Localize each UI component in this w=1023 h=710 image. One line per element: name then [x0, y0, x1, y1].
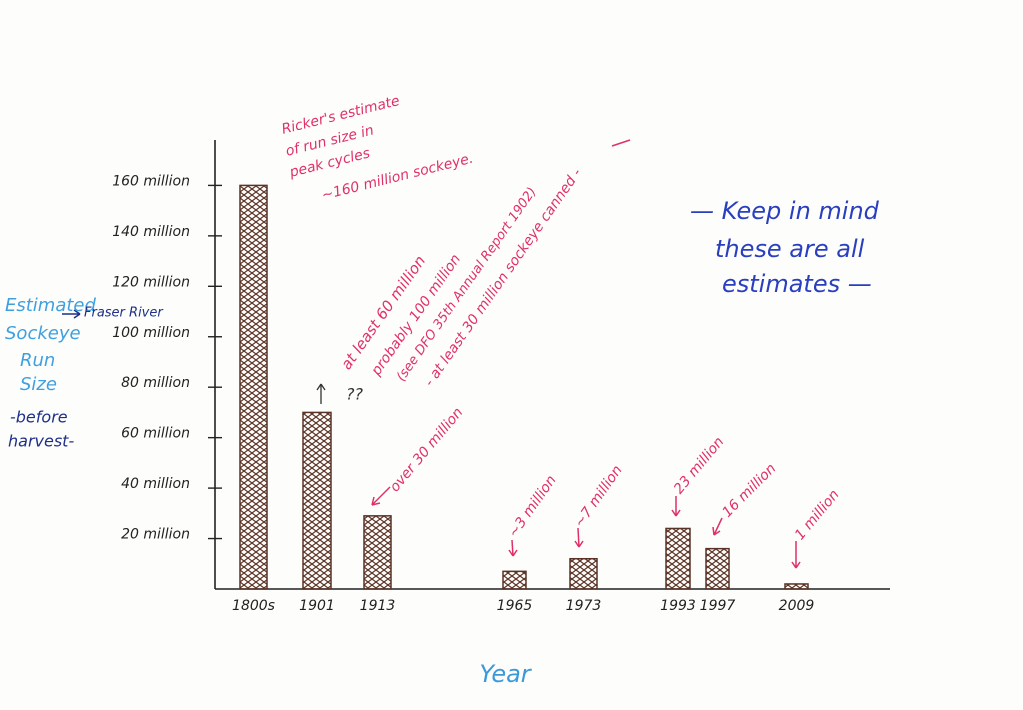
- annotation: 16 million: [719, 461, 779, 521]
- annotation: 23 million: [671, 434, 728, 497]
- y-tick-label: 20 million: [121, 527, 190, 543]
- bar: [665, 527, 691, 590]
- note: estimates —: [722, 270, 872, 298]
- x-tick-label: 1800s: [232, 598, 275, 614]
- y-tick-label: 160 million: [112, 173, 190, 189]
- y-axis-label: Run: [20, 350, 55, 371]
- y-axis-note: -before: [10, 408, 68, 427]
- bar: [569, 557, 598, 590]
- bar: [705, 547, 730, 590]
- y-axis-label: Sockeye: [5, 323, 81, 344]
- annotation: ~7 million: [571, 463, 625, 531]
- bar: [502, 570, 527, 590]
- y-tick-label: 120 million: [112, 274, 190, 290]
- bar: [239, 184, 268, 590]
- note: these are all: [715, 235, 865, 263]
- y-axis-label: Size: [20, 374, 57, 395]
- y-tick-label: 60 million: [121, 426, 190, 442]
- x-tick-label: 1997: [700, 598, 736, 614]
- x-tick-label: 1993: [660, 598, 696, 614]
- bar: [363, 515, 392, 590]
- annotation: (see DFO 35th Annual Report 1902): [394, 185, 540, 385]
- annotation-arrows: [371, 139, 801, 569]
- annotation: 1 million: [792, 487, 843, 543]
- y-axis-label: Estimated: [5, 295, 97, 316]
- note: — Keep in mind: [690, 197, 880, 225]
- annotation: ~3 million: [505, 473, 559, 541]
- y-axis-note: harvest-: [8, 432, 74, 451]
- y-axis-river: Fraser River: [84, 306, 164, 321]
- x-tick-label: 1973: [566, 598, 602, 614]
- x-tick-label: 1965: [497, 598, 533, 614]
- x-tick-label: 1901: [299, 598, 335, 614]
- x-tick-label: 2009: [779, 598, 815, 614]
- bar: [784, 583, 809, 590]
- x-axis-label: Year: [479, 660, 532, 688]
- annotation: over 30 million: [387, 405, 466, 495]
- bar: [302, 411, 332, 590]
- river-arrow: [62, 309, 81, 319]
- y-tick-label: 40 million: [121, 476, 190, 492]
- y-tick-label: 80 million: [121, 375, 190, 391]
- x-tick-label: 1913: [360, 598, 396, 614]
- annotation: ??: [346, 385, 363, 404]
- y-tick-label: 140 million: [112, 224, 190, 240]
- y-tick-label: 100 million: [112, 325, 190, 341]
- question-arrow: [316, 383, 326, 404]
